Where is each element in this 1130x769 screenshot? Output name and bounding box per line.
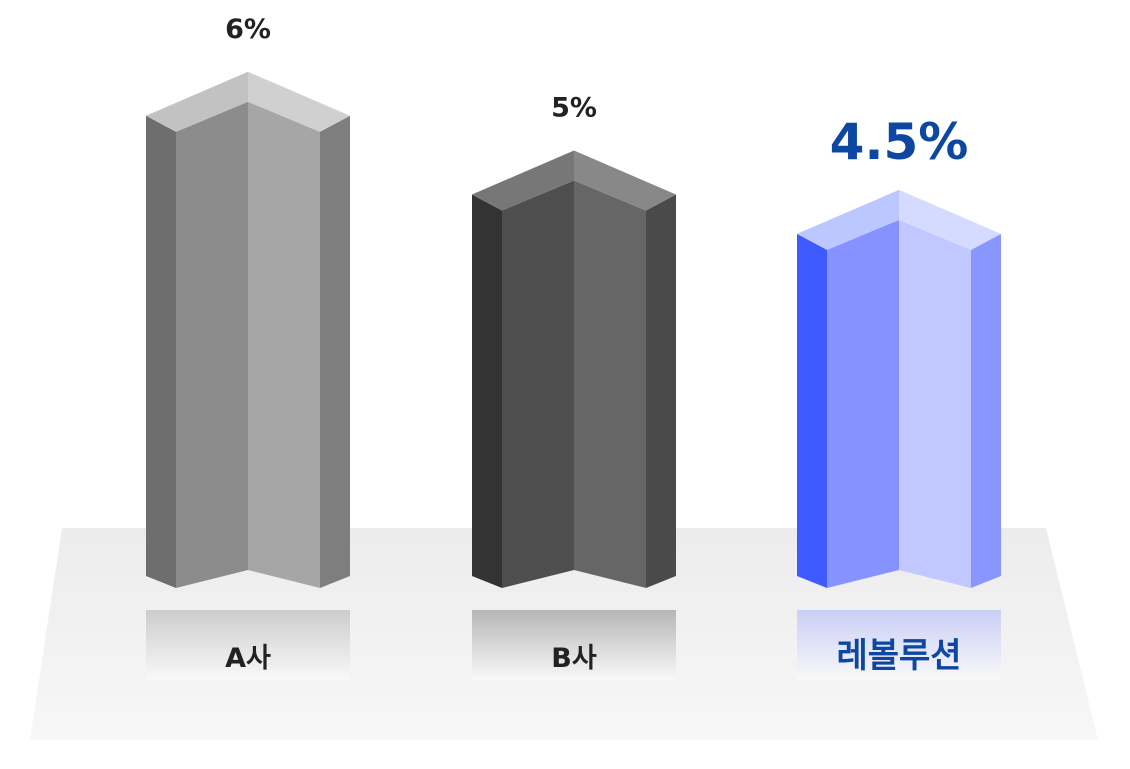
bar-roof-right (248, 71, 350, 132)
bar-roof-right (574, 150, 676, 211)
bar-reflections (146, 610, 1001, 680)
bar-reflection (146, 610, 350, 680)
bar-1 (146, 71, 350, 589)
bar-reflection-fade (472, 610, 676, 680)
bar-reflection (472, 610, 676, 680)
value-label-1: 6% (225, 14, 271, 45)
bars-group (146, 71, 1001, 589)
labels-group: 6% A사 5% B사 4.5% 레볼루션 (225, 14, 968, 676)
value-label-3: 4.5% (830, 113, 969, 171)
bar-reflection-fade (797, 610, 1001, 680)
bar-face-inner-left (827, 219, 899, 588)
bar-face-right (971, 233, 1001, 588)
bar-face-right (320, 115, 350, 589)
bar-3 (797, 189, 1001, 588)
bar-roof-left (146, 71, 248, 132)
bar-reflection (797, 610, 1001, 680)
bar-face-inner-right (899, 219, 971, 588)
bar-roof-left (797, 189, 899, 250)
bar-face-inner-right (574, 180, 646, 588)
bar-face-left (146, 115, 176, 589)
bar-face-left (797, 233, 827, 588)
bar-face-left (472, 194, 502, 588)
bar-face-inner-left (502, 180, 574, 588)
bar-reflection-fade (146, 610, 350, 680)
bar-face-inner-left (176, 101, 248, 589)
category-label-1: A사 (225, 643, 271, 674)
value-label-2: 5% (551, 93, 597, 124)
bar-face-right (646, 194, 676, 588)
bar-roof-left (472, 150, 574, 211)
category-label-3: 레볼루션 (836, 636, 961, 676)
bar-face-inner-right (248, 101, 320, 589)
bar-roof-right (899, 189, 1001, 250)
bar-2 (472, 150, 676, 588)
category-label-2: B사 (551, 643, 597, 674)
